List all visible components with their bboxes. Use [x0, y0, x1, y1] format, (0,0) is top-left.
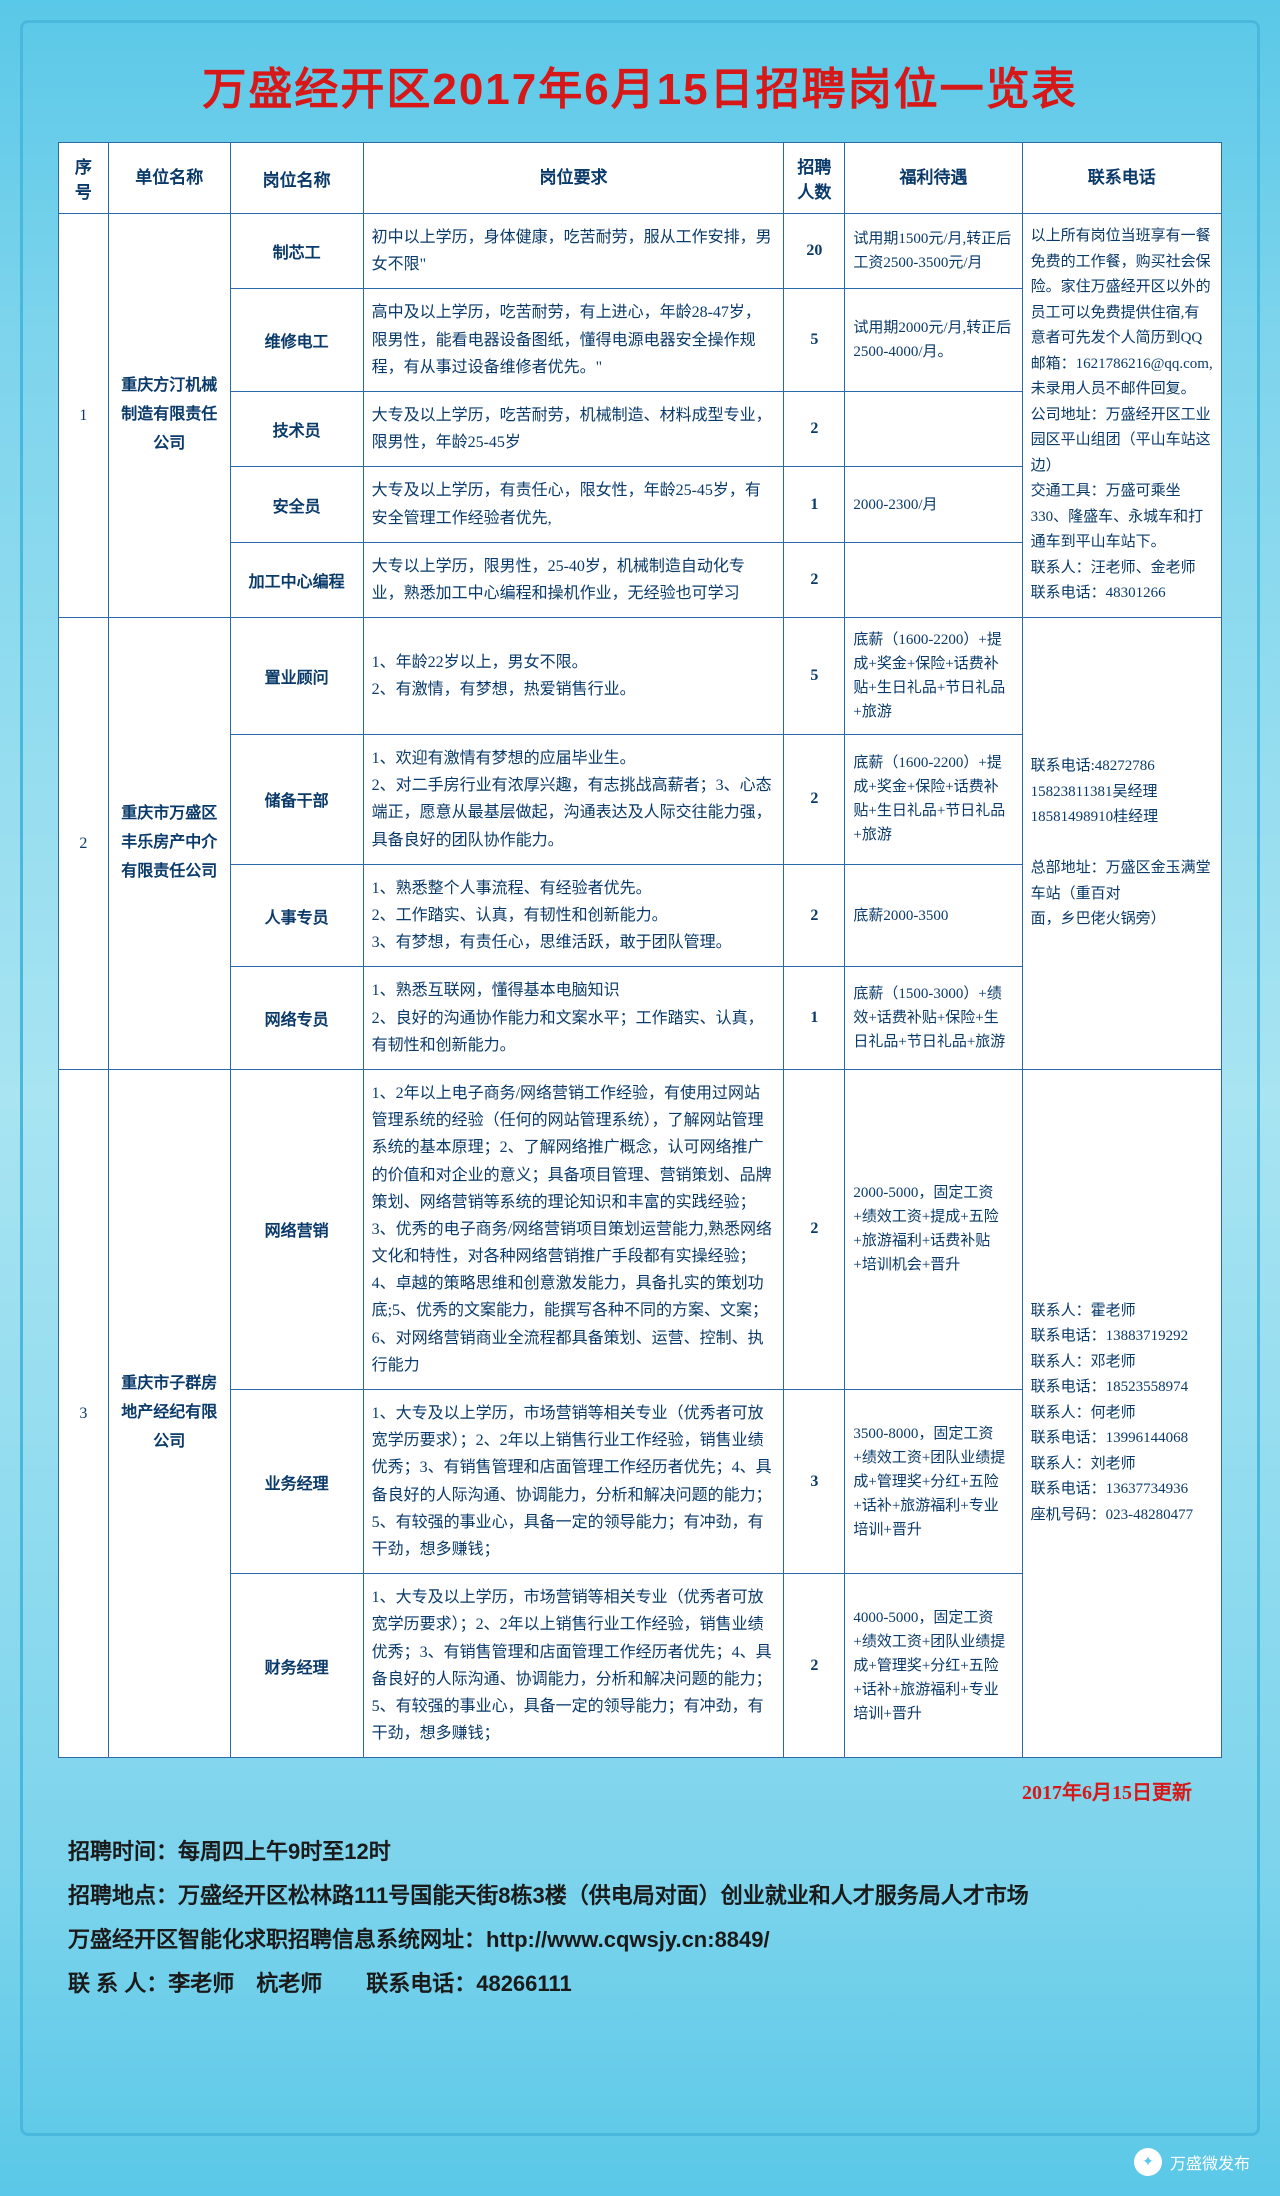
footer-line-1: 招聘时间：每周四上午9时至12时: [68, 1830, 1222, 1874]
jobs-table: 序号 单位名称 岗位名称 岗位要求 招聘人数 福利待遇 联系电话 1重庆方汀机械…: [58, 142, 1222, 1758]
cell-num: 1: [784, 967, 845, 1070]
table-row: 2重庆市万盛区丰乐房产中介有限责任公司置业顾问1、年龄22岁以上，男女不限。 2…: [59, 618, 1222, 735]
cell-req: 1、年龄22岁以上，男女不限。 2、有激情，有梦想，热爱销售行业。: [363, 618, 784, 735]
th-num: 招聘人数: [784, 143, 845, 214]
th-contact: 联系电话: [1022, 143, 1221, 214]
cell-job: 业务经理: [230, 1390, 363, 1574]
header-row: 序号 单位名称 岗位名称 岗位要求 招聘人数 福利待遇 联系电话: [59, 143, 1222, 214]
th-benefit: 福利待遇: [845, 143, 1022, 214]
cell-benefit: 试用期1500元/月,转正后工资2500-3500元/月: [845, 214, 1022, 289]
cell-seq: 1: [59, 214, 109, 618]
cell-benefit: 底薪（1600-2200）+提成+奖金+保险+话费补贴+生日礼品+节日礼品+旅游: [845, 618, 1022, 735]
cell-benefit: [845, 391, 1022, 466]
th-req: 岗位要求: [363, 143, 784, 214]
wechat-tag: ✦ 万盛微发布: [1134, 2148, 1250, 2176]
cell-job: 置业顾问: [230, 618, 363, 735]
cell-num: 2: [784, 864, 845, 967]
table-row: 1重庆方汀机械制造有限责任公司制芯工初中以上学历，身体健康，吃苦耐劳，服从工作安…: [59, 214, 1222, 289]
cell-company: 重庆市子群房地产经纪有限公司: [108, 1069, 230, 1757]
th-company: 单位名称: [108, 143, 230, 214]
cell-benefit: 底薪2000-3500: [845, 864, 1022, 967]
footer-line-3: 万盛经开区智能化求职招聘信息系统网址：http://www.cqwsjy.cn:…: [68, 1918, 1222, 1962]
cell-seq: 3: [59, 1069, 109, 1757]
cell-req: 高中及以上学历，吃苦耐劳，有上进心，年龄28-47岁，限男性，能看电器设备图纸，…: [363, 289, 784, 392]
cell-req: 大专及以上学历，吃苦耐劳，机械制造、材料成型专业，限男性，年龄25-45岁: [363, 391, 784, 466]
cell-company: 重庆方汀机械制造有限责任公司: [108, 214, 230, 618]
update-note: 2017年6月15日更新: [58, 1776, 1192, 1805]
cell-job: 储备干部: [230, 735, 363, 865]
th-seq: 序号: [59, 143, 109, 214]
footer-line-2: 招聘地点：万盛经开区松林路111号国能天街8栋3楼（供电局对面）创业就业和人才服…: [68, 1874, 1222, 1918]
cell-req: 大专及以上学历，有责任心，限女性，年龄25-45岁，有安全管理工作经验者优先,: [363, 467, 784, 542]
cell-req: 1、熟悉互联网，懂得基本电脑知识 2、良好的沟通协作能力和文案水平；工作踏实、认…: [363, 967, 784, 1070]
cell-benefit: 试用期2000元/月,转正后2500-4000/月。: [845, 289, 1022, 392]
cell-benefit: 3500-8000，固定工资+绩效工资+团队业绩提成+管理奖+分红+五险+话补+…: [845, 1390, 1022, 1574]
cell-req: 大专以上学历，限男性，25-40岁，机械制造自动化专业，熟悉加工中心编程和操机作…: [363, 542, 784, 617]
wechat-label: 万盛微发布: [1170, 2150, 1250, 2174]
cell-req: 1、大专及以上学历，市场营销等相关专业（优秀者可放宽学历要求）；2、2年以上销售…: [363, 1390, 784, 1574]
footer-line-4: 联 系 人：李老师 杭老师 联系电话：48266111: [68, 1962, 1222, 2006]
cell-company: 重庆市万盛区丰乐房产中介有限责任公司: [108, 618, 230, 1070]
cell-contact: 联系人：霍老师 联系电话：13883719292 联系人：邓老师 联系电话：18…: [1022, 1069, 1221, 1757]
cell-job: 制芯工: [230, 214, 363, 289]
cell-job: 安全员: [230, 467, 363, 542]
cell-num: 2: [784, 542, 845, 617]
cell-req: 1、大专及以上学历，市场营销等相关专业（优秀者可放宽学历要求）；2、2年以上销售…: [363, 1574, 784, 1758]
footer-info: 招聘时间：每周四上午9时至12时 招聘地点：万盛经开区松林路111号国能天街8栋…: [68, 1830, 1222, 2006]
cell-seq: 2: [59, 618, 109, 1070]
cell-job: 网络专员: [230, 967, 363, 1070]
cell-req: 1、2年以上电子商务/网络营销工作经验，有使用过网站管理系统的经验（任何的网站管…: [363, 1069, 784, 1389]
cell-contact: 联系电话:48272786 15823811381吴经理 18581498910…: [1022, 618, 1221, 1070]
cell-num: 2: [784, 735, 845, 865]
cell-num: 1: [784, 467, 845, 542]
cell-job: 财务经理: [230, 1574, 363, 1758]
cell-num: 3: [784, 1390, 845, 1574]
cell-num: 5: [784, 289, 845, 392]
cell-job: 人事专员: [230, 864, 363, 967]
cell-num: 2: [784, 1574, 845, 1758]
cell-job: 加工中心编程: [230, 542, 363, 617]
cell-num: 2: [784, 391, 845, 466]
cell-num: 5: [784, 618, 845, 735]
th-job: 岗位名称: [230, 143, 363, 214]
wechat-icon: ✦: [1134, 2148, 1162, 2176]
cell-job: 技术员: [230, 391, 363, 466]
cell-job: 网络营销: [230, 1069, 363, 1389]
table-row: 3重庆市子群房地产经纪有限公司网络营销1、2年以上电子商务/网络营销工作经验，有…: [59, 1069, 1222, 1389]
cell-req: 1、熟悉整个人事流程、有经验者优先。 2、工作踏实、认真，有韧性和创新能力。 3…: [363, 864, 784, 967]
cell-benefit: 底薪（1600-2200）+提成+奖金+保险+话费补贴+生日礼品+节日礼品+旅游: [845, 735, 1022, 865]
cell-benefit: 2000-5000，固定工资+绩效工资+提成+五险+旅游福利+话费补贴+培训机会…: [845, 1069, 1022, 1389]
cell-num: 2: [784, 1069, 845, 1389]
cell-benefit: 底薪（1500-3000）+绩效+话费补贴+保险+生日礼品+节日礼品+旅游: [845, 967, 1022, 1070]
cell-job: 维修电工: [230, 289, 363, 392]
page-title: 万盛经开区2017年6月15日招聘岗位一览表: [58, 53, 1222, 117]
cell-contact: 以上所有岗位当班享有一餐免费的工作餐，购买社会保险。家住万盛经开区以外的员工可以…: [1022, 214, 1221, 618]
cell-benefit: 4000-5000，固定工资+绩效工资+团队业绩提成+管理奖+分红+五险+话补+…: [845, 1574, 1022, 1758]
cell-benefit: 2000-2300/月: [845, 467, 1022, 542]
poster-frame: 万盛经开区2017年6月15日招聘岗位一览表 序号 单位名称 岗位名称 岗位要求…: [20, 20, 1260, 2136]
cell-benefit: [845, 542, 1022, 617]
cell-req: 1、欢迎有激情有梦想的应届毕业生。 2、对二手房行业有浓厚兴趣，有志挑战高薪者；…: [363, 735, 784, 865]
cell-num: 20: [784, 214, 845, 289]
cell-req: 初中以上学历，身体健康，吃苦耐劳，服从工作安排，男女不限": [363, 214, 784, 289]
